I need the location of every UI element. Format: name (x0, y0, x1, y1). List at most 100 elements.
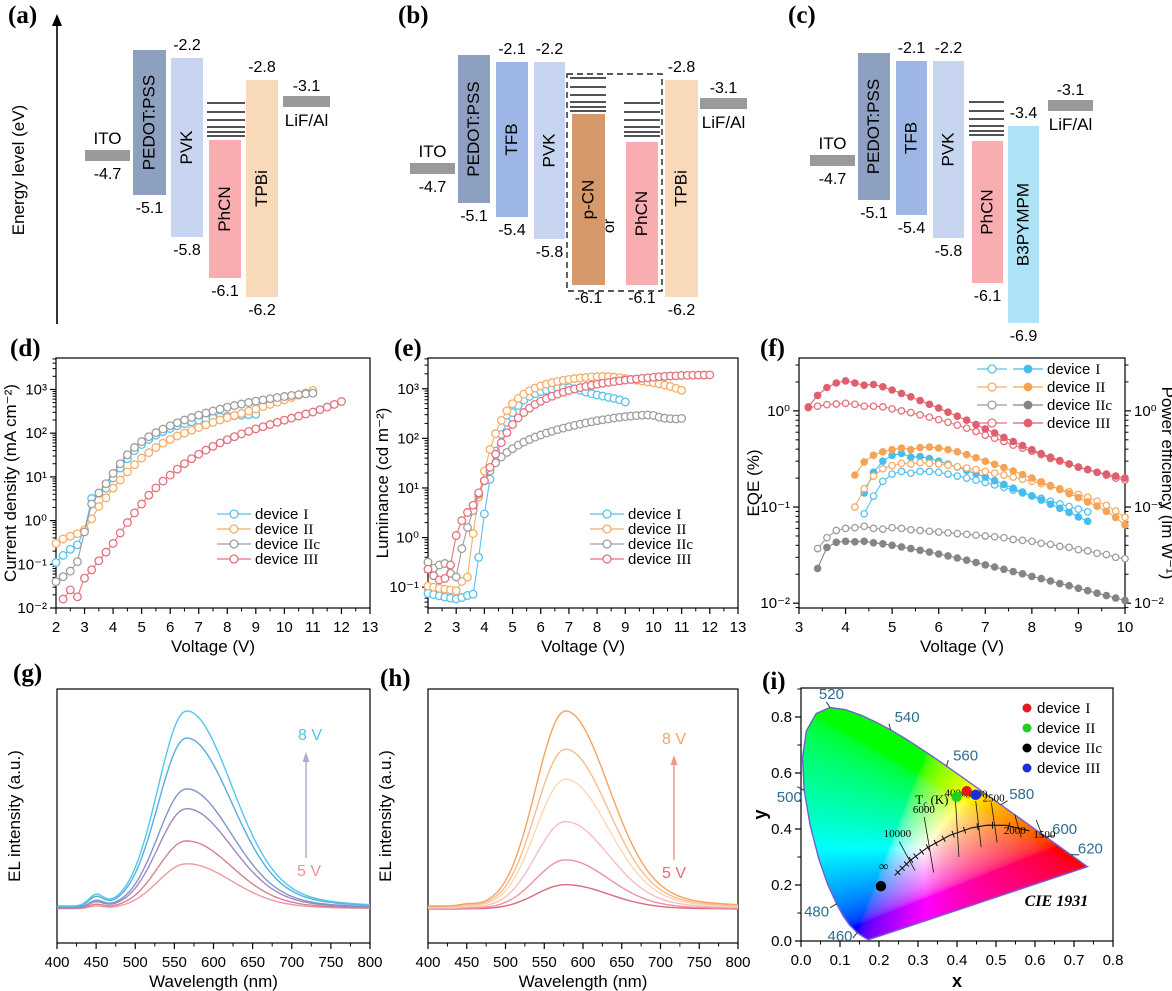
svg-text:Energy level (eV): Energy level (eV) (9, 105, 28, 235)
svg-text:480: 480 (804, 904, 829, 921)
svg-text:PEDOT:PSS: PEDOT:PSS (464, 81, 483, 176)
svg-text:11: 11 (305, 619, 321, 636)
svg-text:450: 450 (454, 954, 479, 971)
svg-text:PEDOT:PSS: PEDOT:PSS (864, 79, 883, 174)
panel-letter-g: (g) (13, 660, 43, 687)
svg-text:-5.4: -5.4 (898, 220, 926, 237)
svg-text:x: x (952, 971, 962, 991)
svg-text:10000: 10000 (884, 828, 912, 840)
svg-text:2500: 2500 (983, 793, 1006, 805)
panel-b-energy-diagram: (b) ITO -4.7 PEDOT:PSS -5.1 TFB -2.1 -5.4 PVK -2… (390, 0, 780, 358)
svg-text:2: 2 (52, 619, 60, 636)
svg-text:10: 10 (1117, 619, 1134, 636)
svg-text:B3PYMPM: B3PYMPM (1014, 183, 1033, 266)
svg-text:TPBi: TPBi (252, 170, 271, 207)
svg-text:10²: 10² (397, 430, 419, 447)
svg-text:10: 10 (276, 619, 293, 636)
svg-text:10⁰: 10⁰ (767, 403, 790, 420)
svg-text:Luminance (cd m⁻²): Luminance (cd m⁻²) (373, 408, 392, 559)
svg-text:0.0: 0.0 (791, 952, 812, 969)
svg-text:700: 700 (279, 954, 304, 971)
svg-text:EL intensity (a.u.): EL intensity (a.u.) (5, 750, 24, 882)
svg-text:4: 4 (480, 619, 488, 636)
svg-text:-4.7: -4.7 (419, 179, 447, 196)
svg-text:ITO: ITO (818, 134, 846, 153)
svg-text:400: 400 (415, 954, 440, 971)
svg-text:8: 8 (593, 619, 601, 636)
svg-text:-3.1: -3.1 (293, 78, 321, 95)
svg-text:-2.2: -2.2 (935, 40, 963, 57)
panel-d-jv-chart: (d) 2 3 4 5 6 7 8 9 10 11 12 13 10⁻² 10⁻¹ 10⁰ 10¹ 10² 10³… (0, 330, 390, 660)
svg-text:550: 550 (532, 954, 557, 971)
svg-text:10²: 10² (25, 425, 47, 442)
svg-text:10¹: 10¹ (25, 469, 47, 486)
svg-text:600: 600 (201, 954, 226, 971)
panel-letter-c: (c) (788, 2, 816, 29)
svg-text:550: 550 (162, 954, 187, 971)
svg-text:EL intensity (a.u.): EL intensity (a.u.) (376, 750, 395, 882)
svg-text:800: 800 (725, 954, 750, 971)
svg-text:10⁰: 10⁰ (24, 513, 47, 530)
svg-text:800: 800 (357, 954, 382, 971)
svg-text:10³: 10³ (397, 381, 419, 398)
svg-text:400: 400 (44, 954, 69, 971)
svg-text:0.8: 0.8 (771, 709, 792, 726)
svg-text:Voltage (V): Voltage (V) (171, 637, 255, 656)
svg-text:ITO: ITO (93, 129, 121, 148)
svg-text:Current density (mA cm⁻²): Current density (mA cm⁻²) (1, 384, 20, 582)
svg-text:-6.1: -6.1 (211, 283, 239, 300)
svg-text:-2.2: -2.2 (173, 37, 201, 54)
svg-text:4: 4 (109, 619, 117, 636)
svg-text:-2.1: -2.1 (498, 41, 526, 58)
svg-text:5 V: 5 V (662, 865, 686, 882)
svg-text:Wavelength (nm): Wavelength (nm) (519, 972, 648, 991)
svg-text:8 V: 8 V (662, 731, 686, 748)
svg-text:650: 650 (609, 954, 634, 971)
svg-text:450: 450 (84, 954, 109, 971)
svg-text:500: 500 (123, 954, 148, 971)
svg-text:Wavelength (nm): Wavelength (nm) (149, 972, 278, 991)
svg-text:-5.1: -5.1 (136, 200, 164, 217)
svg-text:8: 8 (223, 619, 231, 636)
svg-text:700: 700 (648, 954, 673, 971)
svg-text:10⁻²: 10⁻² (1134, 595, 1164, 612)
svg-text:-5.1: -5.1 (860, 205, 888, 222)
svg-text:12: 12 (333, 619, 350, 636)
svg-text:10⁰: 10⁰ (1134, 403, 1157, 420)
svg-text:0.6: 0.6 (1025, 952, 1046, 969)
svg-text:580: 580 (1009, 786, 1034, 803)
svg-text:750: 750 (318, 954, 343, 971)
svg-text:460: 460 (827, 928, 852, 945)
svg-text:520: 520 (819, 686, 844, 703)
panel-a-energy-diagram: (a) Energy level (eV) ITO -4.7 PEDOT:PSS -5.… (0, 0, 390, 358)
svg-text:6: 6 (166, 619, 174, 636)
svg-text:LiF/Al: LiF/Al (1049, 115, 1092, 134)
svg-text:-2.8: -2.8 (248, 59, 276, 76)
svg-text:PhCN: PhCN (632, 191, 651, 236)
svg-text:-6.1: -6.1 (575, 290, 603, 307)
svg-text:7: 7 (981, 619, 989, 636)
svg-text:-5.1: -5.1 (460, 208, 488, 225)
svg-text:10⁻²: 10⁻² (17, 600, 47, 617)
svg-text:12: 12 (701, 619, 718, 636)
svg-text:LiF/Al: LiF/Al (702, 113, 745, 132)
luminance-voltage-chart: 2 3 4 5 6 7 8 9 10 11 12 13 10⁻¹ 10⁰ 10¹ 10² 10³ Voltage … (373, 357, 747, 656)
svg-text:10⁻¹: 10⁻¹ (389, 579, 419, 596)
panel-g-el-spectra: (g) 400 450 500 550 600 650 700 750 800 Wavelengt… (0, 660, 390, 991)
svg-text:620: 620 (1078, 841, 1103, 858)
svg-text:∞: ∞ (879, 858, 888, 873)
svg-text:7: 7 (565, 619, 573, 636)
svg-text:9: 9 (621, 619, 629, 636)
svg-text:PVK: PVK (540, 133, 559, 168)
svg-text:-5.8: -5.8 (935, 243, 963, 260)
svg-text:6: 6 (537, 619, 545, 636)
svg-text:PhCN: PhCN (215, 186, 234, 231)
svg-text:13: 13 (730, 619, 747, 636)
svg-text:TPBi: TPBi (672, 170, 691, 207)
svg-text:600: 600 (1052, 821, 1077, 838)
